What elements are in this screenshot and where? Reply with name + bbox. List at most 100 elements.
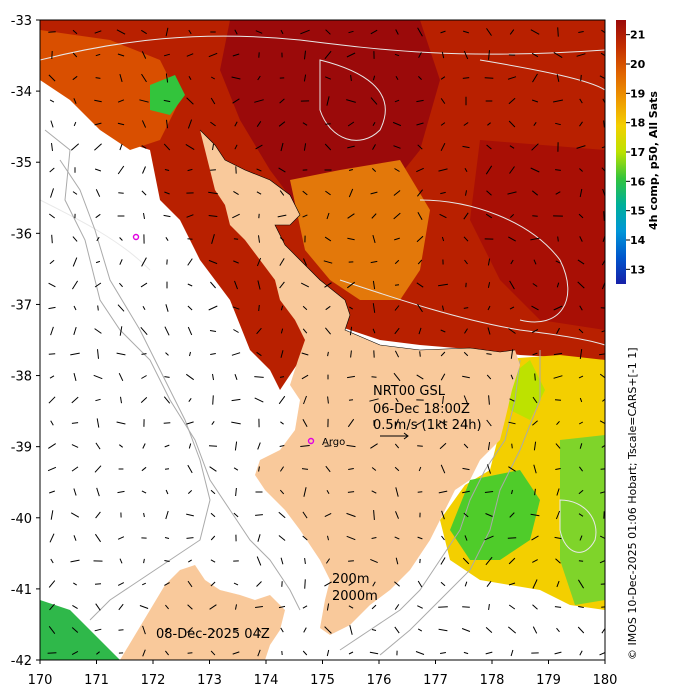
current-vector xyxy=(186,537,194,539)
current-vector xyxy=(210,169,216,171)
current-vector xyxy=(234,29,238,35)
current-vector xyxy=(235,487,237,497)
current-vector xyxy=(462,557,470,565)
current-vector xyxy=(141,190,147,196)
current-vector xyxy=(349,306,353,310)
current-vector xyxy=(141,51,147,59)
current-vector xyxy=(485,165,493,175)
current-vector xyxy=(280,142,284,152)
current-vector xyxy=(395,29,399,35)
current-vector xyxy=(395,487,399,497)
current-vector xyxy=(119,259,123,265)
current-vector xyxy=(141,73,147,83)
current-vector xyxy=(116,352,126,356)
current-vector xyxy=(441,510,445,520)
current-vector xyxy=(210,76,216,80)
current-vector xyxy=(463,50,469,60)
current-vector xyxy=(117,582,125,586)
current-vector xyxy=(50,420,54,426)
current-vector xyxy=(507,191,517,195)
current-vector xyxy=(323,260,333,264)
current-vector xyxy=(372,328,376,334)
current-vector xyxy=(186,421,194,425)
current-vector xyxy=(95,511,101,519)
current-vector xyxy=(256,627,262,633)
current-vector xyxy=(94,533,102,543)
current-vector xyxy=(163,143,171,151)
x-tick-label: 171 xyxy=(84,673,109,688)
current-vector xyxy=(418,466,422,472)
current-vector xyxy=(141,490,147,494)
current-vector xyxy=(72,191,78,195)
current-vector xyxy=(210,512,216,518)
current-vector xyxy=(508,421,516,425)
current-vector xyxy=(96,236,100,242)
colorbar-tick-label: 20 xyxy=(630,58,646,71)
current-vector xyxy=(95,260,101,264)
current-vector xyxy=(508,466,516,472)
current-vector xyxy=(73,582,77,586)
current-vector xyxy=(302,511,308,519)
current-vector xyxy=(302,305,308,311)
current-vector xyxy=(440,122,446,126)
current-vector xyxy=(116,421,126,425)
current-vector xyxy=(165,73,169,83)
current-vector xyxy=(440,98,446,104)
current-vector xyxy=(164,582,170,586)
current-vector xyxy=(530,237,540,241)
current-vector xyxy=(463,351,469,357)
current-vector xyxy=(72,257,78,267)
current-vector xyxy=(212,395,214,405)
current-vector xyxy=(601,29,605,34)
current-vector xyxy=(93,374,103,380)
sst-green-southwest xyxy=(40,600,120,660)
current-vector xyxy=(141,29,147,35)
current-vector xyxy=(95,77,101,79)
current-vector xyxy=(50,510,54,520)
current-vector xyxy=(232,53,240,57)
current-vector xyxy=(325,190,331,196)
current-vector xyxy=(95,189,101,197)
current-vector xyxy=(579,397,583,403)
current-vector xyxy=(440,329,446,333)
current-vector xyxy=(326,603,330,611)
current-vector xyxy=(464,535,468,541)
current-vector xyxy=(302,214,308,218)
current-vector xyxy=(302,650,308,656)
current-vector xyxy=(371,467,377,471)
current-vector xyxy=(346,281,356,289)
current-vector xyxy=(188,29,192,35)
sst-orange-west xyxy=(40,30,180,150)
current-vector xyxy=(577,626,585,634)
current-vector xyxy=(325,558,331,564)
current-vector xyxy=(143,213,145,219)
current-vector xyxy=(71,466,79,472)
current-vector xyxy=(508,328,516,334)
current-vector xyxy=(580,74,582,82)
current-vector xyxy=(210,97,216,105)
current-vector xyxy=(73,488,77,496)
current-vector xyxy=(326,96,330,106)
current-vector xyxy=(164,537,170,539)
current-vector xyxy=(324,445,332,447)
current-vector xyxy=(578,466,584,472)
current-vector xyxy=(532,73,538,83)
current-vector xyxy=(327,396,329,404)
current-vector xyxy=(348,30,354,34)
current-vector xyxy=(486,190,492,196)
current-vector xyxy=(392,121,402,127)
colorbar-tick-label: 16 xyxy=(630,175,646,188)
current-vector xyxy=(599,560,605,564)
current-vector xyxy=(487,305,491,311)
current-vector xyxy=(509,280,515,290)
current-vector xyxy=(302,190,308,196)
current-vector xyxy=(348,605,354,609)
current-vector xyxy=(371,629,377,631)
current-vector xyxy=(120,396,122,404)
current-vector xyxy=(463,122,469,126)
current-vector xyxy=(187,283,193,287)
current-vector xyxy=(461,628,471,632)
current-vector xyxy=(601,330,605,333)
current-vector xyxy=(579,168,583,172)
current-vector xyxy=(464,168,468,172)
